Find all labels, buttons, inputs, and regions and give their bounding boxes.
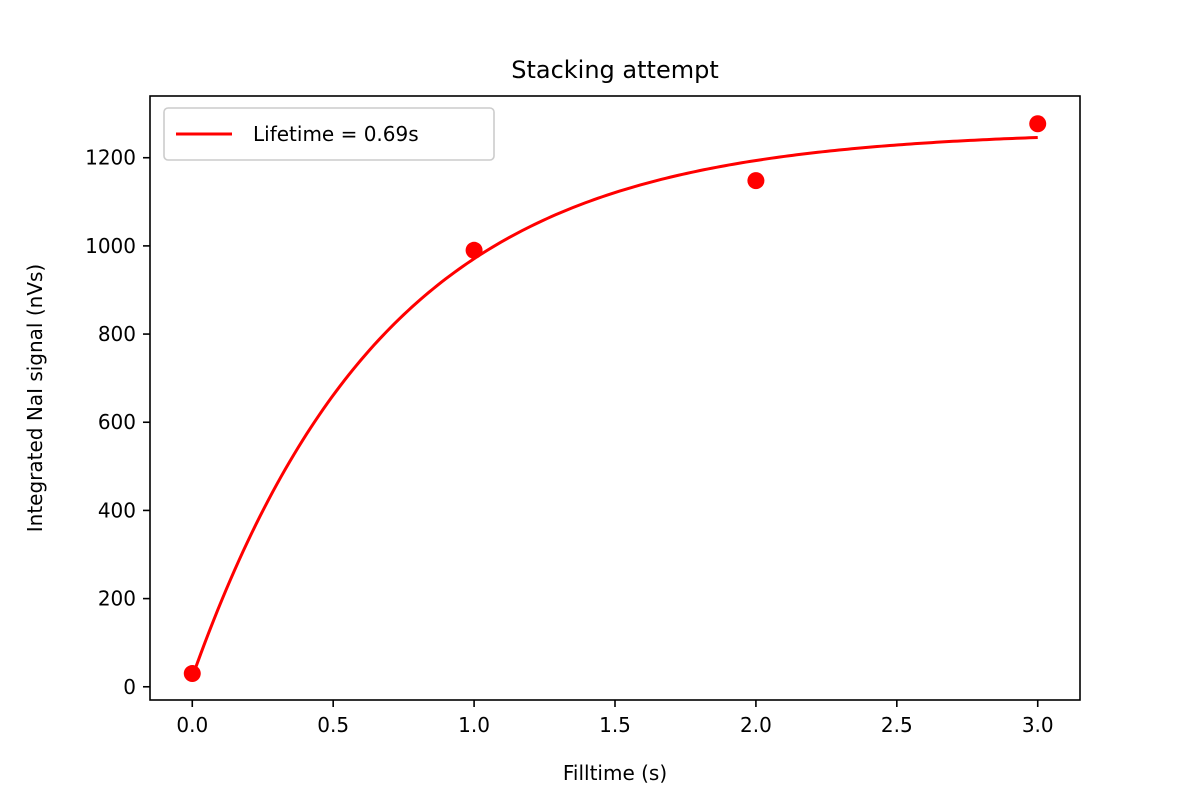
x-tick-label: 2.5 — [881, 713, 913, 737]
y-tick-label: 1200 — [85, 146, 136, 170]
y-tick-label: 600 — [98, 410, 136, 434]
data-point — [183, 665, 201, 683]
y-axis-ticks: 0 200 400 600 800 1000 1200 — [85, 146, 150, 699]
y-axis-label: Integrated NaI signal (nVs) — [23, 264, 47, 532]
data-points — [183, 115, 1047, 683]
y-tick-label: 400 — [98, 498, 136, 522]
fit-curve — [190, 135, 1038, 678]
data-point — [465, 241, 483, 259]
plot-frame — [149, 95, 1081, 701]
y-tick-label: 800 — [98, 322, 136, 346]
x-tick-label: 2.0 — [740, 713, 772, 737]
y-tick-label: 1000 — [85, 234, 136, 258]
x-axis-ticks: 0.0 0.5 1.0 1.5 2.0 2.5 3.0 — [176, 700, 1054, 737]
chart-title: Stacking attempt — [511, 56, 719, 84]
data-point — [1029, 115, 1047, 133]
x-axis-label: Filltime (s) — [563, 761, 667, 785]
x-tick-label: 1.5 — [599, 713, 631, 737]
y-tick-label: 0 — [123, 675, 136, 699]
x-tick-label: 3.0 — [1022, 713, 1054, 737]
legend-entry-fit: Lifetime = 0.69s — [253, 122, 419, 146]
legend: Lifetime = 0.69s — [163, 107, 495, 161]
plot-area — [150, 96, 1080, 700]
y-tick-label: 200 — [98, 587, 136, 611]
x-tick-label: 0.5 — [317, 713, 349, 737]
legend-box — [163, 107, 495, 161]
x-tick-label: 0.0 — [176, 713, 208, 737]
x-tick-label: 1.0 — [458, 713, 490, 737]
data-point — [747, 172, 765, 190]
